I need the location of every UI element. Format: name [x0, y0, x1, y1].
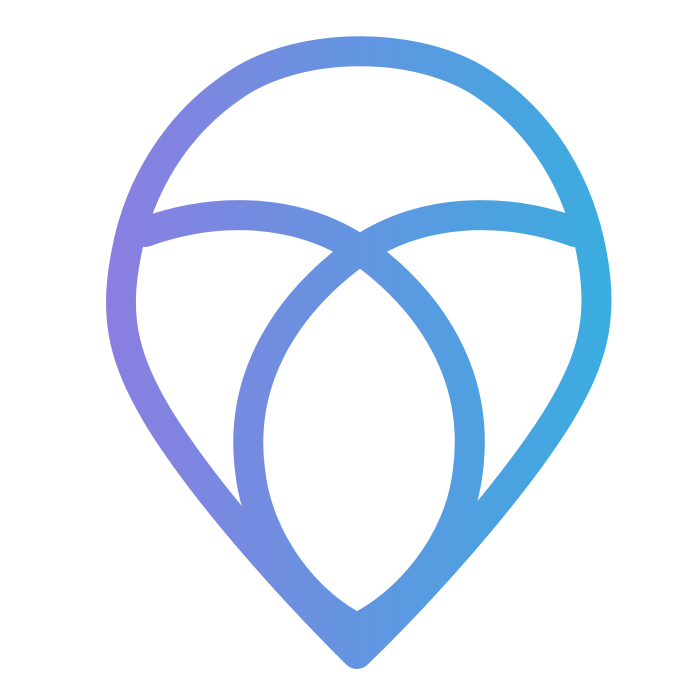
- pin-outline: [105, 36, 612, 669]
- right-inner-curve: [233, 200, 590, 643]
- left-inner-curve: [130, 200, 485, 643]
